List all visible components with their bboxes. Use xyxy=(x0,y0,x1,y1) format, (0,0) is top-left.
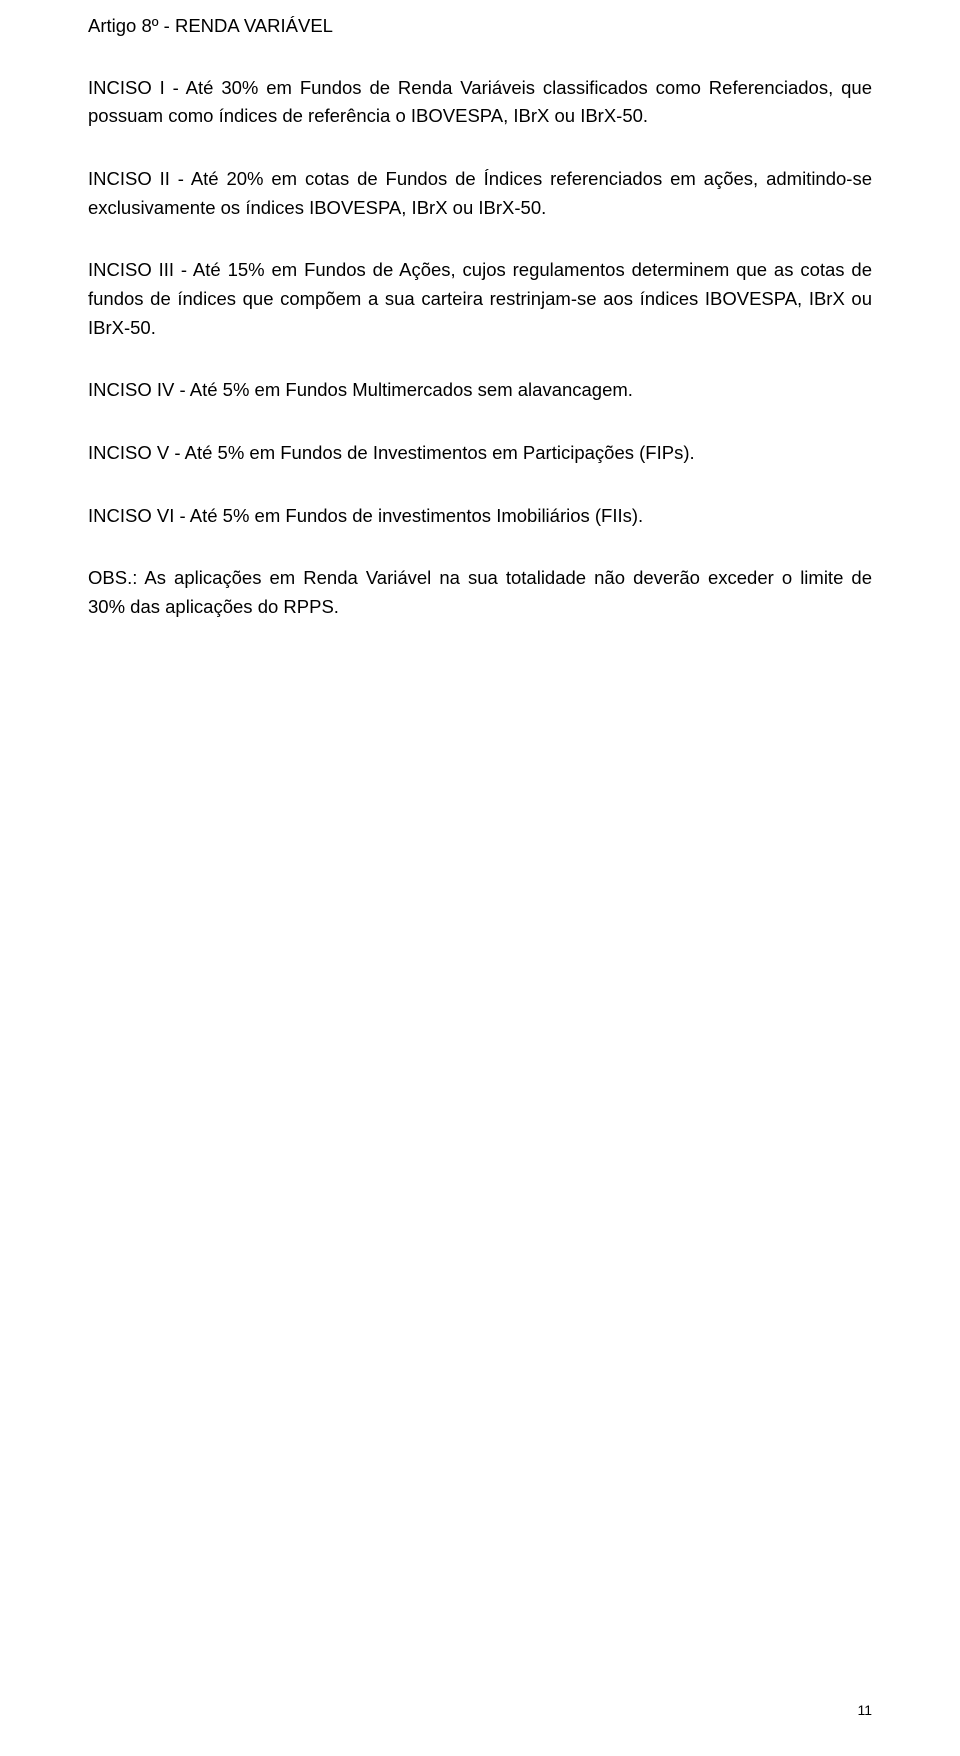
paragraph-obs: OBS.: As aplicações em Renda Variável na… xyxy=(88,564,872,621)
paragraph-inciso-1: INCISO I - Até 30% em Fundos de Renda Va… xyxy=(88,74,872,131)
page-number: 11 xyxy=(857,1702,872,1718)
paragraph-inciso-2: INCISO II - Até 20% em cotas de Fundos d… xyxy=(88,165,872,222)
paragraph-inciso-3: INCISO III - Até 15% em Fundos de Ações,… xyxy=(88,256,872,342)
paragraph-inciso-5: INCISO V - Até 5% em Fundos de Investime… xyxy=(88,439,872,468)
paragraph-inciso-6: INCISO VI - Até 5% em Fundos de investim… xyxy=(88,502,872,531)
paragraph-inciso-4: INCISO IV - Até 5% em Fundos Multimercad… xyxy=(88,376,872,405)
article-title: Artigo 8º - RENDA VARIÁVEL xyxy=(88,12,872,40)
